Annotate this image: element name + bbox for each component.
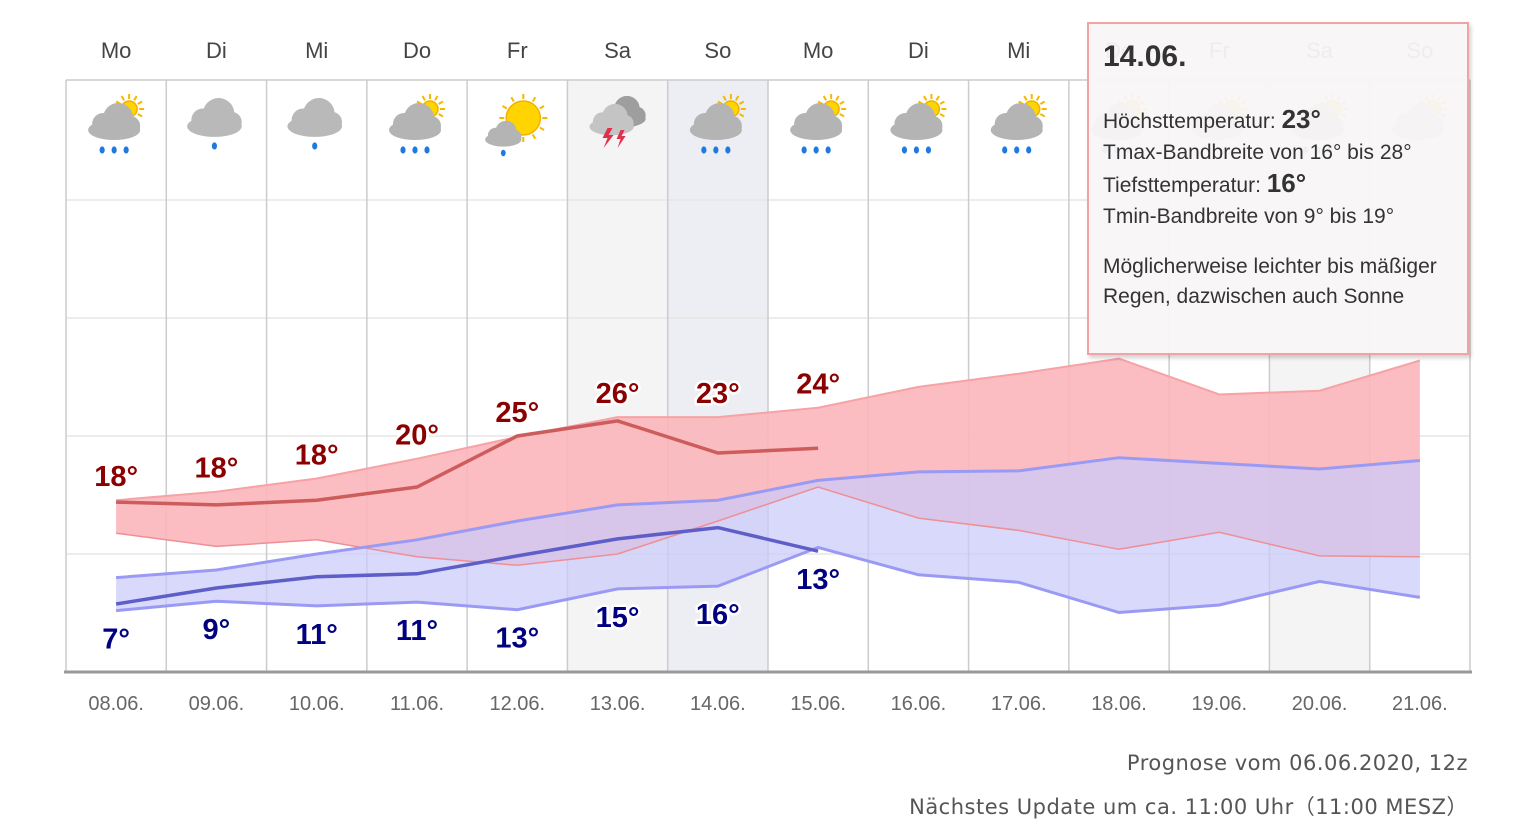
tooltip-tmax-range: Tmax-Bandbreite von 16° bis 28° xyxy=(1103,141,1412,164)
tmin-range-band xyxy=(116,457,1420,613)
cloud-sun-rain-icon xyxy=(689,94,746,154)
date-tick-label: 10.06. xyxy=(289,693,345,715)
tmax-data-label: 18° xyxy=(94,461,138,493)
tmax-data-label: 18° xyxy=(295,439,339,471)
date-tick-label: 15.06. xyxy=(790,693,846,715)
tmax-band-upper-edge xyxy=(116,357,1421,502)
weekday-label: So xyxy=(704,38,731,63)
tmax-data-label: 18° xyxy=(194,453,238,485)
tooltip-tmin-label: Tiefsttemperatur: xyxy=(1103,174,1267,197)
weekday-label: Di xyxy=(206,38,227,63)
tmin-data-label: 11° xyxy=(296,619,338,651)
day-tooltip: 14.06. Höchsttemperatur: 23° Tmax-Bandbr… xyxy=(1087,22,1469,355)
tmax-data-label: 25° xyxy=(495,397,539,429)
tmax-line xyxy=(116,419,819,507)
weekday-label: Di xyxy=(908,38,929,63)
weekday-label: Mo xyxy=(101,38,132,63)
tooltip-tmax-value: 23° xyxy=(1281,104,1321,134)
sun-cloud-icon xyxy=(485,94,548,157)
tooltip-description: Möglicherweise leichter bis mäßiger Rege… xyxy=(1103,255,1437,308)
weekday-label: Sa xyxy=(604,38,632,63)
tmin-data-label: 13° xyxy=(495,623,539,655)
tmax-data-label: 24° xyxy=(796,369,840,401)
cloud-sun-rain-icon xyxy=(990,94,1047,154)
cloud-sun-rain-icon xyxy=(790,94,847,154)
cloud-thunderstorm-icon xyxy=(589,95,646,148)
tooltip-tmin-range: Tmin-Bandbreite von 9° bis 19° xyxy=(1103,205,1395,228)
tmin-data-label: 9° xyxy=(203,614,231,646)
tmax-band-lower-edge xyxy=(116,486,1420,567)
tmin-line xyxy=(115,525,819,606)
weekday-label: Fr xyxy=(507,38,528,63)
date-tick-label: 18.06. xyxy=(1091,693,1147,715)
weekday-label: Mi xyxy=(1007,38,1030,63)
tooltip-tmax-label: Höchsttemperatur: xyxy=(1103,110,1282,133)
tmin-band-upper-edge xyxy=(115,456,1421,580)
cloud-sun-rain-icon xyxy=(890,94,947,154)
date-tick-label: 08.06. xyxy=(88,693,144,715)
tmin-data-label: 15° xyxy=(596,602,640,634)
tmin-data-label: 7° xyxy=(102,624,130,656)
next-update-text: Nächstes Update um ca. 11:00 Uhr（11:00 M… xyxy=(909,795,1468,819)
tooltip-tmin-value: 16° xyxy=(1266,168,1307,198)
date-tick-label: 21.06. xyxy=(1392,693,1448,715)
tooltip-tmin: Tiefsttemperatur: 16° xyxy=(1103,168,1453,201)
date-tick-label: 19.06. xyxy=(1191,693,1247,715)
tmin-data-label: 13° xyxy=(796,564,840,596)
date-tick-label: 13.06. xyxy=(590,693,646,715)
tooltip-tmax: Höchsttemperatur: 23° xyxy=(1103,104,1453,137)
tmax-data-label: 23° xyxy=(696,378,740,410)
weekday-label: Mi xyxy=(305,38,328,63)
cloud-light-rain-icon xyxy=(187,98,242,150)
weekday-label: Mo xyxy=(803,38,834,63)
date-tick-label: 14.06. xyxy=(690,693,746,715)
date-tick-label: 17.06. xyxy=(991,693,1047,715)
cloud-sun-rain-icon xyxy=(88,94,145,154)
cloud-light-rain-icon xyxy=(287,98,343,150)
date-tick-label: 20.06. xyxy=(1292,693,1348,715)
tmin-band-lower-edge xyxy=(115,545,1421,615)
date-tick-label: 11.06. xyxy=(390,693,444,715)
cloud-sun-rain-icon xyxy=(389,94,445,154)
weekday-label: Do xyxy=(403,38,431,63)
tmin-data-label: 11° xyxy=(396,615,438,647)
tmax-data-label: 20° xyxy=(395,420,439,452)
tooltip-date: 14.06. xyxy=(1103,40,1187,73)
tmin-data-label: 16° xyxy=(696,599,740,631)
forecast-date-text: Prognose vom 06.06.2020, 12z xyxy=(1126,751,1468,775)
tmax-data-label: 26° xyxy=(596,378,640,410)
date-tick-label: 09.06. xyxy=(189,693,245,715)
date-tick-label: 16.06. xyxy=(891,693,947,715)
date-tick-label: 12.06. xyxy=(489,693,545,715)
